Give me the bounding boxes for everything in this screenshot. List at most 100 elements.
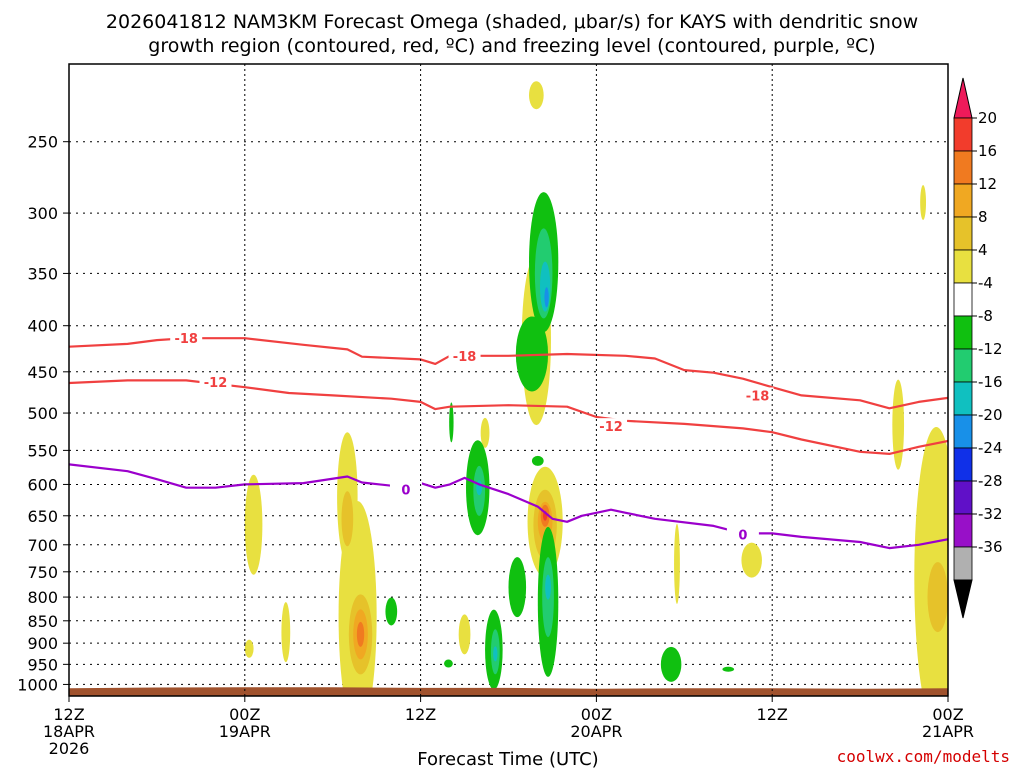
colorbar-label-5: -4 [978,274,993,292]
colorbar-legend: 20 16 12 8 4 -4 -8 -12 -16 -20 -24 -28 -32 -36 [953,77,1003,619]
colorbar-label-13: -36 [978,538,1003,556]
contour-label-bg [389,481,422,497]
contour-label-1-1: -12 [599,420,623,435]
colorbar-segment-9 [953,381,973,416]
chart-title-line-2: growth region (contoured, red, ºC) and f… [148,35,875,57]
contour-label-bg [726,526,759,542]
credit-text: coolwx.com/modelts [837,747,1010,766]
colorbar-segment-11 [953,447,973,482]
xtick-label-3: 00Z [581,705,612,724]
omega-region-0 [529,81,544,110]
colorbar-label-8: -16 [978,373,1003,391]
colorbar-segment-7 [953,315,973,350]
ytick-label-650: 650 [27,507,58,526]
ytick-label-850: 850 [27,612,58,631]
colorbar-segment-6 [953,282,973,317]
omega-region-10 [674,523,680,604]
contour-label-bg [448,347,481,363]
ytick-label-350: 350 [27,264,58,283]
xtick-date-5: 21APR [922,722,974,741]
contour-label-bg [595,418,628,434]
contour-label-bg [170,330,203,346]
omega-region-5 [281,602,291,663]
xtick-label-2: 12Z [405,705,436,724]
omega-region-35 [722,666,735,672]
omega-region-17 [927,562,948,633]
colorbar-segment-1 [953,117,973,152]
xtick-date-3: 20APR [570,722,622,741]
ytick-label-400: 400 [27,317,58,336]
colorbar-label-11: -28 [978,472,1003,490]
colorbar-top-arrow [953,77,973,119]
xtick-label-1: 00Z [229,705,260,724]
colorbar-segment-8 [953,348,973,383]
xtick-label-0: 12Z [53,705,84,724]
xtick-date-1: 19APR [219,722,271,741]
colorbar-segment-14 [953,546,973,581]
omega-region-30 [385,597,398,626]
omega-region-43 [493,646,498,662]
colorbar-label-0: 20 [978,109,997,127]
contour-label-0-0: -18 [174,332,198,347]
contour-label-0-2: -18 [746,389,770,404]
colorbar-segment-13 [953,513,973,548]
colorbar-label-6: -8 [978,307,993,325]
chart-title-line-1: 2026041812 NAM3KM Forecast Omega (shaded… [106,11,918,33]
ytick-label-500: 500 [27,404,58,423]
omega-region-32 [531,455,544,466]
xtick-label-4: 12Z [757,705,788,724]
omega-region-33 [444,659,453,668]
omega-region-7 [480,417,490,448]
omega-region-6 [244,639,254,658]
omega-region-34 [660,646,682,682]
contour-label-bg [199,374,232,390]
omega-region-11 [741,542,762,578]
contour-line-minus12-1 [69,379,948,455]
ytick-label-250: 250 [27,133,58,152]
contour-label-1-0: -12 [204,376,228,391]
y-axis-ticks: 250 300 350 400 450 500 550 600 650 700 750 800 850 9… [17,133,69,694]
omega-region-31 [449,402,454,443]
omega-region-22 [356,621,365,647]
ytick-label-950: 950 [27,655,58,674]
terrain-surface [69,687,948,696]
ytick-label-600: 600 [27,475,58,494]
omega-region-28 [508,557,527,618]
colorbar-segment-2 [953,150,973,185]
colorbar-segment-4 [953,216,973,251]
colorbar-label-3: 8 [978,208,988,226]
colorbar-segment-5 [953,249,973,284]
colorbar-segment-3 [953,183,973,218]
colorbar-segment-12 [953,480,973,515]
ytick-label-1000: 1000 [17,675,58,694]
x-axis-label: Forecast Time (UTC) [417,749,598,768]
colorbar-label-12: -32 [978,505,1003,523]
xtick-date-0: 18APR [43,722,95,741]
xtick-label-5: 00Z [932,705,963,724]
omega-region-44 [544,287,549,308]
omega-region-15 [341,491,354,547]
ytick-label-700: 700 [27,536,58,555]
contour-line-minus18-0 [69,337,948,410]
ytick-label-300: 300 [27,204,58,223]
colorbar-label-4: 4 [978,241,988,259]
ytick-label-450: 450 [27,363,58,382]
colorbar-label-10: -24 [978,439,1003,457]
xtick-year-0: 2026 [49,739,90,758]
terrain-fill [69,687,948,696]
ytick-label-750: 750 [27,563,58,582]
omega-region-12 [920,184,927,220]
colorbar-label-7: -12 [978,340,1003,358]
omega-region-42 [545,574,551,600]
contour-label-0-1: -18 [453,350,477,365]
omega-region-4 [244,474,263,575]
contour-label-bg [741,387,774,403]
omega-region-13 [892,379,905,470]
colorbar-label-1: 16 [978,142,997,160]
ytick-label-550: 550 [27,441,58,460]
contour-label-2-0: 0 [401,484,410,499]
omega-region-8 [458,614,471,655]
temperature-contours: -18 -18 -18 -12 -12 0 0 [69,330,948,550]
